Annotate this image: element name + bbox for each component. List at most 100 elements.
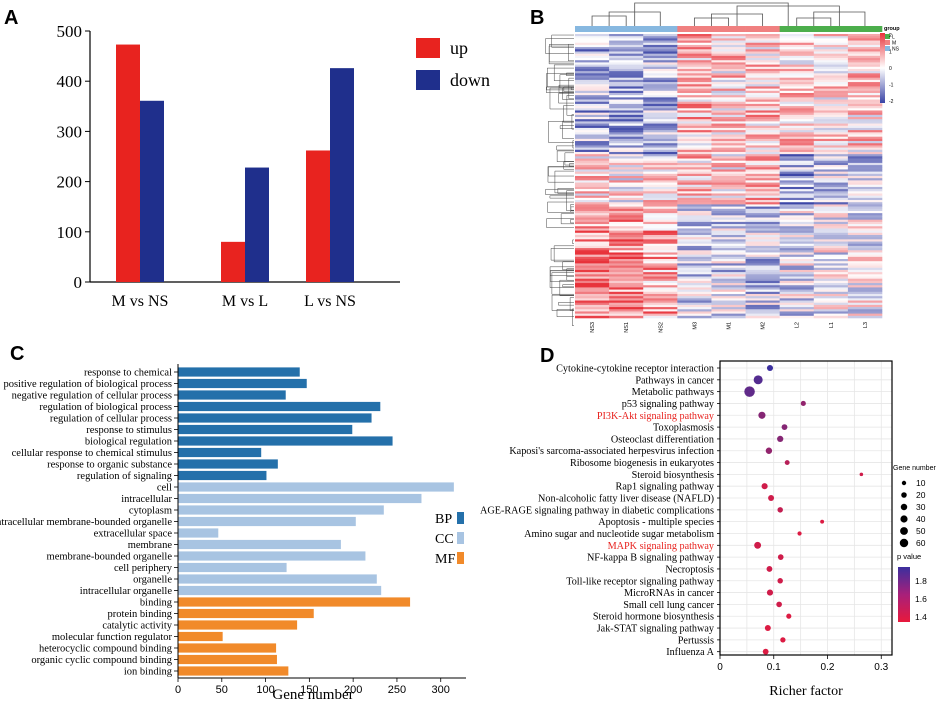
heatmap-cell	[847, 110, 883, 113]
heatmap-cell	[813, 245, 849, 249]
heatmap-cell	[677, 53, 712, 57]
legend-swatch-up	[416, 38, 440, 58]
row-dendrogram-link	[551, 34, 574, 48]
heatmap-cell	[575, 293, 610, 297]
heatmap-cell	[847, 248, 883, 251]
heatmap-cell	[847, 180, 883, 183]
panel-label-c: C	[10, 343, 24, 365]
heatmap-cell	[745, 221, 780, 225]
heatmap-cell	[575, 237, 610, 240]
heatmap-cell	[575, 278, 610, 282]
heatmap-cell	[677, 189, 712, 192]
heatmap-cell	[609, 289, 644, 293]
category-label-c: catalytic activity	[102, 621, 172, 632]
heatmap-cell	[711, 298, 746, 301]
heatmap-cell	[677, 73, 712, 76]
heatmap-cell	[711, 296, 746, 299]
heatmap-cell	[813, 239, 849, 242]
heatmap-cell	[779, 156, 815, 159]
heatmap-cell	[711, 62, 746, 65]
heatmap-cell	[711, 283, 746, 286]
heatmap-cell	[677, 147, 712, 151]
heatmap-cell	[677, 313, 712, 317]
row-dendrogram-link	[562, 120, 574, 139]
heatmap-cell	[575, 287, 610, 290]
color-legend-title: p value	[897, 552, 921, 561]
heatmap-cell	[779, 315, 815, 319]
bar-mf	[178, 666, 289, 676]
heatmap-cell	[813, 300, 849, 304]
row-dendrogram-link	[566, 72, 574, 76]
heatmap-cell	[677, 283, 712, 286]
heat-scale-tick: 1	[889, 50, 892, 56]
heatmap-cell	[677, 226, 712, 229]
heatmap-cell	[813, 82, 849, 85]
heatmap-cell	[711, 291, 746, 295]
heatmap-cell	[575, 239, 610, 242]
heatmap-cell	[779, 75, 815, 78]
heatmap-cell	[643, 304, 678, 308]
heatmap-cell	[779, 167, 815, 170]
bar-up-1	[221, 241, 245, 282]
heatmap-cell	[575, 219, 610, 223]
heatmap-cell	[847, 145, 883, 148]
heatmap-cell	[779, 200, 815, 203]
size-legend-label: 20	[916, 490, 926, 500]
heatmap-cell	[745, 239, 780, 242]
category-label-c: response to organic substance	[47, 460, 172, 471]
heatmap-cell	[677, 71, 712, 74]
heatmap-cell	[711, 215, 746, 218]
heatmap-cell	[609, 248, 644, 251]
heatmap-cell	[609, 103, 644, 107]
heatmap-cell	[609, 95, 644, 98]
heatmap-cell	[643, 136, 678, 140]
heatmap-cell	[643, 114, 678, 118]
heatmap-cell	[779, 274, 815, 277]
heatmap-cell	[643, 156, 678, 159]
heatmap-cell	[575, 123, 610, 127]
heatmap-cell	[779, 134, 815, 137]
heatmap-cell	[847, 101, 883, 105]
heatmap-cell	[575, 289, 610, 293]
heatmap-cell	[677, 285, 712, 288]
heatmap-cell	[745, 293, 780, 297]
heatmap-cell	[745, 315, 780, 319]
heatmap-cell	[813, 298, 849, 301]
heatmap-cell	[575, 269, 610, 273]
heatmap-cell	[813, 99, 849, 103]
heatmap-cell	[847, 125, 883, 129]
heatmap-cell	[609, 206, 644, 210]
heatmap-cell	[711, 200, 746, 203]
group-bar-M	[711, 26, 746, 32]
heatmap-cell	[609, 298, 644, 301]
category-label-c: organic cyclic compound binding	[31, 655, 172, 666]
heatmap-cell	[711, 239, 746, 242]
heatmap-cell	[847, 254, 883, 258]
heatmap-cell	[779, 221, 815, 225]
heatmap-cell	[643, 298, 678, 301]
heatmap-cell	[609, 184, 644, 188]
heatmap-cell	[677, 237, 712, 240]
heatmap-cell	[677, 160, 712, 164]
heatmap-cell	[813, 237, 849, 240]
heatmap-cell	[609, 79, 644, 83]
x-tick-label-c: 0	[175, 684, 181, 696]
heatmap-cell	[779, 234, 815, 238]
heatmap-cell	[609, 154, 644, 157]
row-dendrogram-link	[563, 105, 574, 123]
heatmap-cell	[575, 298, 610, 301]
heatmap-cell	[779, 206, 815, 210]
heatmap-cell	[745, 117, 780, 120]
row-dendrogram-link	[564, 152, 574, 166]
heatmap-cell	[575, 92, 610, 96]
heatmap-cell	[813, 221, 849, 225]
heatmap-cell	[609, 197, 644, 201]
heatmap-cell	[677, 180, 712, 183]
column-label-b: M2	[761, 322, 767, 330]
heatmap-cell	[813, 243, 849, 247]
heatmap-cell	[575, 259, 610, 262]
heatmap-cell	[779, 232, 815, 236]
heatmap-cell	[575, 261, 610, 264]
heatmap-cell	[779, 263, 815, 266]
heatmap-cell	[609, 151, 644, 155]
